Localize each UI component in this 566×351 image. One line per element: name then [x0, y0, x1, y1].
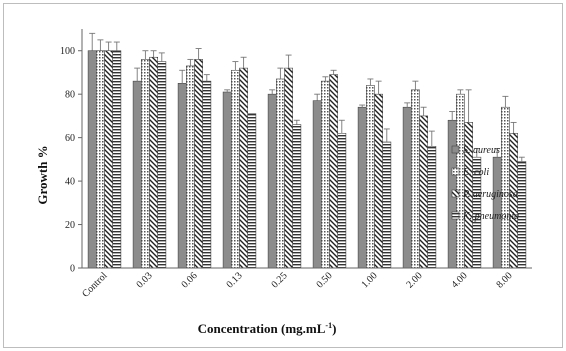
legend-label: P. aeruginosa [462, 189, 518, 200]
bar [427, 146, 437, 269]
y-tick-label: 0 [70, 264, 75, 275]
y-tick-label: 20 [65, 220, 75, 231]
x-tick-label: 0.25 [269, 270, 289, 290]
bar [239, 67, 248, 269]
y-tick-label: 80 [65, 90, 75, 101]
bar [177, 83, 187, 269]
x-tick-label: 1.00 [359, 270, 379, 290]
bar [509, 132, 518, 269]
bar [112, 50, 122, 269]
x-axis-title-sup: -1 [325, 321, 332, 330]
legend-swatch [451, 167, 460, 176]
legend-swatch [451, 211, 460, 220]
bar [202, 80, 212, 269]
bar [382, 141, 392, 269]
bar [374, 93, 383, 269]
x-tick-label: Control [80, 270, 110, 300]
legend-label: E. coli [462, 167, 489, 178]
bar [312, 100, 322, 269]
legend-label: S. aureus [463, 145, 500, 156]
bar [410, 89, 420, 269]
x-tick-label: 0.50 [314, 270, 334, 290]
legend: S. aureus E. coli P. aeruginosa K. pneumoni… [451, 145, 519, 222]
y-tick-label: 60 [65, 133, 75, 144]
legend-swatch [451, 145, 460, 154]
x-tick-label: 2.00 [404, 270, 424, 290]
x-tick-label: 4.00 [449, 270, 469, 290]
legend-swatch [451, 189, 460, 198]
bar [365, 85, 375, 269]
bar [247, 113, 257, 269]
bar [194, 59, 203, 269]
bar [96, 50, 105, 269]
x-tick-label: 8.00 [494, 270, 514, 290]
error-bars [89, 32, 525, 162]
bar [455, 93, 465, 269]
x-tick-label: 0.03 [134, 270, 154, 290]
bar [149, 56, 158, 269]
bar [132, 80, 142, 269]
bar [320, 80, 330, 269]
bar [419, 115, 428, 269]
bar [500, 106, 510, 269]
x-axis-title: Concentration (mg.mL-1) [198, 321, 337, 336]
y-tick-label: 100 [60, 46, 75, 57]
bar [104, 50, 113, 269]
bar [87, 50, 97, 269]
x-tick-label: 0.06 [179, 270, 199, 290]
bar [157, 61, 167, 269]
x-axis-title-close: ) [332, 321, 336, 336]
bars [87, 50, 527, 269]
legend-label: K. pneumonia [462, 211, 519, 222]
bar [186, 65, 195, 269]
bar [329, 74, 338, 269]
bar [284, 67, 293, 269]
bar [222, 91, 232, 269]
x-ticks: Control 0.03 0.06 0.13 0.25 0.50 1.00 2.00 4.00 8… [80, 270, 514, 300]
x-tick-label: 0.13 [224, 270, 244, 290]
x-axis-title-main: Concentration (mg.mL [198, 321, 326, 336]
bar [231, 69, 240, 269]
bar [141, 59, 150, 269]
y-axis-title: Growth % [35, 145, 50, 204]
bar [267, 93, 277, 269]
bar [275, 78, 285, 269]
bar [292, 124, 302, 269]
y-ticks: 0 20 40 60 80 100 [60, 46, 82, 275]
bar [402, 106, 412, 269]
y-tick-label: 40 [65, 177, 75, 188]
bar [357, 106, 367, 269]
bar [337, 132, 347, 269]
